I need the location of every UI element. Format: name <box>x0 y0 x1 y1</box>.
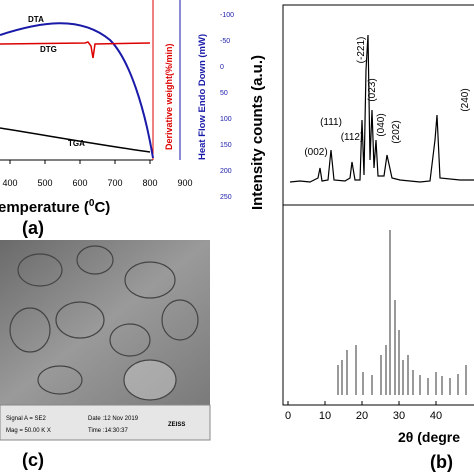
x-tick-label: 0 <box>285 410 291 422</box>
signal: Signal A = SE2 <box>6 416 47 422</box>
y3-tick-label: -50 <box>220 38 230 45</box>
peak-label: (112) <box>341 132 364 143</box>
x-tick-label: 40 <box>430 410 442 422</box>
y3-tick-label: 150 <box>220 142 232 149</box>
x-tick-label: 900 <box>177 178 192 188</box>
x-tick-label: 700 <box>107 178 122 188</box>
tga-label: TGA <box>68 139 85 148</box>
time: Time :14:30:37 <box>88 428 128 434</box>
dtg-label: DTG <box>40 45 57 54</box>
xrd-pattern <box>289 34 474 183</box>
x-tick-label: 30 <box>393 410 405 422</box>
x-axis-label: 2θ (degre <box>398 429 460 445</box>
y3-tick-label: 100 <box>220 116 232 123</box>
y3-tick-label: 250 <box>220 194 232 201</box>
x-ticks: 0 10 20 30 40 <box>285 401 442 422</box>
panel-c: Signal A = SE2 Mag = 50.00 K X Date :12 … <box>0 240 211 470</box>
dta-curve <box>0 22 154 159</box>
sem-grains <box>9 245 199 401</box>
mag: Mag = 50.00 K X <box>6 428 51 434</box>
peak-labels: (002) (111) (112) (-221) (023) (040) (202) (240… <box>304 37 471 158</box>
x-tick-label: 800 <box>142 178 157 188</box>
x-axis-label-text: emperature ( <box>0 199 89 216</box>
peak-label: (240) <box>460 88 471 111</box>
panel-a: DTA DTG TGA 400 500 600 700 800 900 -100-5005… <box>0 0 234 238</box>
peak-label: (-221) <box>356 37 367 64</box>
reference-lines <box>337 230 467 395</box>
x-axis-label-sup: 0 <box>89 198 95 209</box>
x-ticks: 400 500 600 700 800 900 <box>2 160 193 188</box>
x-tick-label: 20 <box>356 410 368 422</box>
y3-tick-label: 0 <box>220 64 224 71</box>
date: Date :12 Nov 2019 <box>88 416 139 422</box>
panel-b: (002) (111) (112) (-221) (023) (040) (202) (240… <box>249 4 474 472</box>
y3-tick-label: 200 <box>220 168 232 175</box>
x-tick-label: 500 <box>37 178 52 188</box>
peak-label: (023) <box>367 78 378 101</box>
panel-label: (c) <box>22 450 44 470</box>
brand: ZEISS <box>168 422 185 428</box>
y3-ticks: -100 -50 0 50 100 150 200 250 <box>220 12 234 201</box>
x-axis-label: emperature (0C) <box>0 198 110 216</box>
x-tick-label: 600 <box>72 178 87 188</box>
panel-label: (b) <box>430 452 453 472</box>
y3-label: Heat Flow Endo Down (mW) <box>197 34 208 160</box>
dtg-curve <box>0 41 151 59</box>
info-bar <box>0 404 211 441</box>
y-axis-label: Intensity counts (a.u.) <box>249 55 266 210</box>
y3-tick-label: -100 <box>220 12 234 19</box>
peak-label: (002) <box>304 147 327 158</box>
x-axis-label-end: C) <box>94 199 110 216</box>
y3-tick-label: 50 <box>220 90 228 97</box>
panel-label: (a) <box>22 218 44 238</box>
dta-label: DTA <box>28 15 44 24</box>
tga-curve <box>0 127 151 153</box>
peak-label: (111) <box>320 117 342 128</box>
x-tick-label: 10 <box>319 410 331 422</box>
y2-label: Derivative weight(%/min) <box>164 43 174 150</box>
sem-image <box>0 240 210 405</box>
x-tick-label: 400 <box>2 178 17 188</box>
peak-label: (040) <box>376 113 387 136</box>
peak-label: (202) <box>391 120 402 143</box>
